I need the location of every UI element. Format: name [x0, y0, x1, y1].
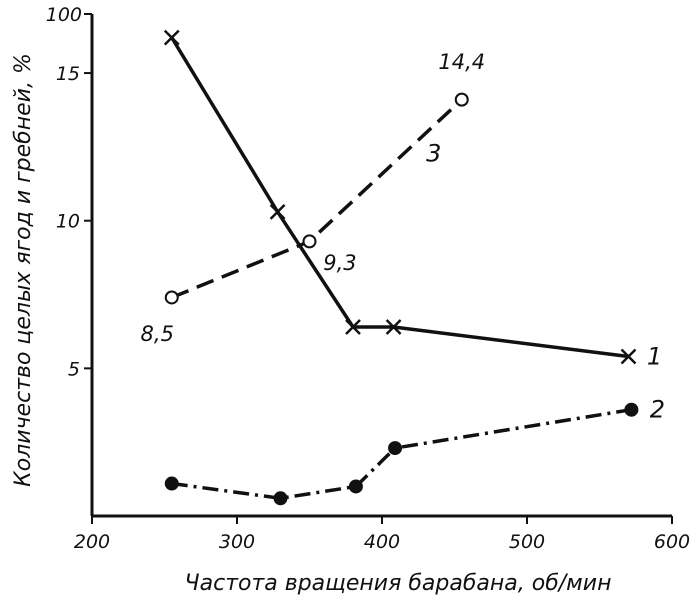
x-tick-label: 200: [74, 531, 110, 553]
open-circle-marker: [454, 92, 469, 107]
data-label: 9,3: [323, 251, 356, 275]
data-label: 14,4: [438, 50, 485, 74]
cross-marker: [620, 348, 637, 365]
cross-marker: [345, 319, 361, 335]
annotation-group: 8,5 9,3 14,4: [141, 50, 486, 346]
filled-circle-marker: [164, 476, 179, 491]
x-tick-label: 300: [219, 531, 255, 553]
series-1-label: 1: [647, 343, 662, 371]
y-tick-label: 15: [56, 63, 80, 85]
series-group: 1 2 3: [163, 29, 665, 506]
series-3: 3: [164, 92, 469, 305]
open-circle-marker: [164, 290, 179, 305]
y-axis-title: Количество целых ягод и гребней, %: [11, 53, 36, 487]
cross-marker: [163, 29, 180, 46]
filled-circle-marker: [388, 441, 403, 456]
cross-marker: [385, 319, 402, 335]
series-3-label: 3: [426, 140, 441, 168]
x-tick-label: 400: [364, 531, 400, 553]
filled-circle-marker: [624, 402, 639, 417]
tick-group: 200 300 400 500 600 5 10 15: [56, 63, 690, 553]
y-tick-label: 10: [56, 211, 80, 233]
x-axis-title: Частота вращения барабана, об/мин: [185, 571, 612, 596]
axes: 100: [46, 4, 672, 518]
open-circle-marker: [302, 234, 317, 249]
data-label: 8,5: [141, 322, 174, 346]
series-1-line: [170, 36, 629, 359]
series-2-line: [171, 407, 632, 501]
series-2: 2: [164, 396, 665, 506]
cross-marker: [269, 203, 286, 220]
series-1: 1: [163, 29, 662, 371]
x-tick-label: 500: [509, 531, 545, 553]
y-axis-top-label: 100: [46, 4, 82, 26]
y-tick-label: 5: [68, 358, 80, 380]
x-tick-label: 600: [654, 531, 690, 553]
series-2-label: 2: [650, 396, 665, 424]
series-3-line: [171, 98, 463, 300]
filled-circle-marker: [273, 491, 288, 506]
filled-circle-marker: [348, 479, 363, 494]
